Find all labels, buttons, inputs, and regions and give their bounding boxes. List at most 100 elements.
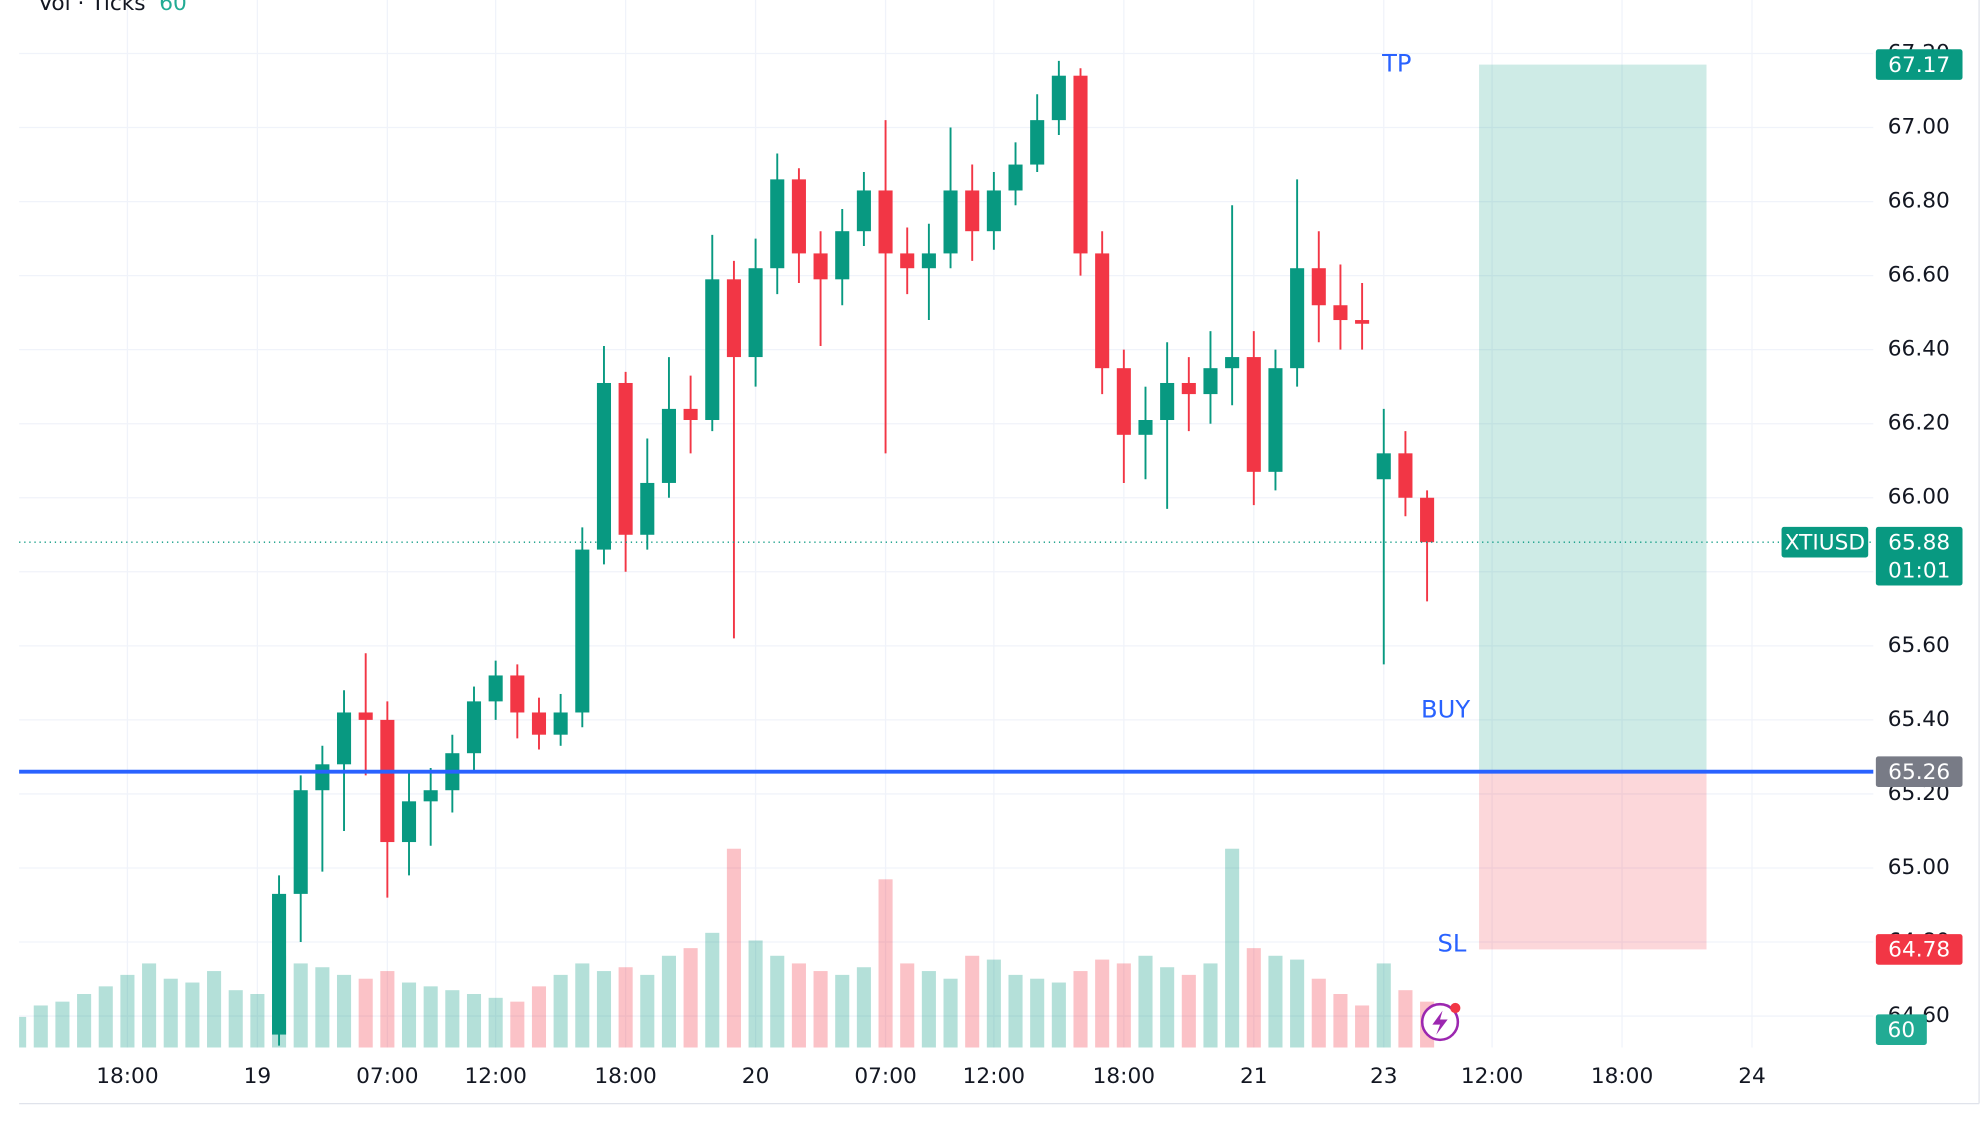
candle-body	[1160, 382, 1175, 421]
y-tick-label: 66.20	[1888, 411, 1950, 436]
volume-bar	[250, 994, 265, 1048]
candle-body	[1290, 268, 1305, 369]
volume-bar	[293, 963, 308, 1048]
y-tick-label: 66.40	[1888, 337, 1950, 362]
volume-bar	[705, 932, 720, 1048]
candle-body	[878, 190, 893, 254]
last-price-tag-box	[1875, 526, 1963, 586]
volume-bar	[1203, 963, 1218, 1048]
volume-bar	[813, 971, 828, 1048]
candle-body	[1138, 420, 1153, 435]
volume-bar	[1181, 974, 1196, 1048]
volume-bar	[163, 978, 178, 1048]
volume-bar	[1116, 963, 1131, 1048]
volume-bar	[921, 971, 936, 1048]
candle-body	[1008, 164, 1023, 191]
x-tick-label: 18:00	[1591, 1064, 1653, 1089]
candle-body	[726, 279, 741, 358]
volume-bar	[228, 990, 243, 1048]
volume-bar	[1333, 994, 1348, 1048]
candle-body	[293, 790, 308, 894]
sl-price-tag-box	[1875, 934, 1963, 965]
entry-price-tag: 65.26	[1888, 760, 1950, 785]
volume-bar	[466, 994, 482, 1048]
candle-body	[921, 253, 936, 269]
x-tick-label: 07:00	[854, 1064, 916, 1089]
candle-body	[380, 719, 395, 843]
indicator-name: Vol · Ticks	[38, 0, 145, 16]
sl-price-tag: 64.78	[1888, 938, 1950, 963]
y-tick-label: 66.80	[1888, 189, 1950, 214]
volume-bar	[401, 982, 417, 1048]
x-tick-label: 20	[742, 1064, 770, 1089]
alert-icon	[1420, 1002, 1461, 1042]
volume-bar	[77, 994, 92, 1048]
candle-body	[1203, 368, 1218, 395]
volume-bar	[1160, 967, 1175, 1048]
volume-bar	[98, 986, 113, 1048]
volume-bar	[423, 986, 438, 1048]
sl-label: SL	[1437, 929, 1466, 957]
x-tick-label: 07:00	[356, 1064, 418, 1089]
volume-bar	[1246, 948, 1261, 1048]
candle-body	[1051, 75, 1066, 121]
candle-body	[1311, 268, 1326, 306]
plot-area	[19, 60, 1435, 1048]
candle-body	[423, 790, 438, 802]
volume-bar	[1268, 955, 1283, 1048]
volume-bar	[1030, 978, 1045, 1048]
candle-body	[596, 382, 612, 550]
axes: 64.6064.8065.0065.2065.4065.6065.8066.00…	[96, 40, 1963, 1089]
volume-bar	[575, 963, 590, 1048]
volume-bar	[1225, 848, 1240, 1048]
candle-body	[272, 893, 287, 1035]
volume-bar	[596, 971, 612, 1048]
volume-bar	[120, 974, 135, 1048]
candle-body	[488, 675, 503, 702]
volume-bar	[770, 955, 785, 1048]
x-tick-label: 23	[1370, 1064, 1398, 1089]
candle-body	[336, 712, 352, 765]
candle-body	[1181, 382, 1196, 395]
loss-zone	[1479, 771, 1707, 950]
volume-bar	[791, 963, 806, 1048]
volume-bar	[336, 974, 352, 1048]
volume-bar	[640, 974, 655, 1048]
volume-bar	[878, 879, 893, 1048]
volume-bar	[986, 959, 1001, 1048]
candle-body	[401, 801, 417, 843]
volume-bar	[445, 990, 460, 1048]
volume-bar	[943, 978, 958, 1048]
volume-bar	[33, 1005, 48, 1048]
x-tick-label: 18:00	[594, 1064, 656, 1089]
volume-bar	[142, 963, 157, 1048]
volume-bar	[661, 955, 676, 1048]
symbol-tag: XTIUSD	[1785, 530, 1865, 555]
candle-body	[1116, 368, 1131, 435]
candle-body	[943, 190, 958, 254]
grid	[19, 0, 1874, 1048]
candle-body	[1073, 75, 1088, 254]
overlay: TP BUY SL	[19, 50, 1874, 957]
candle-body	[1225, 357, 1240, 369]
candle-body	[1030, 120, 1045, 165]
volume-tag-box	[1875, 1014, 1927, 1045]
symbol-tag-box	[1781, 526, 1869, 558]
volume-bar	[55, 1001, 70, 1048]
candle-body	[531, 712, 547, 735]
y-tick-label: 65.00	[1888, 855, 1950, 880]
volume-bar	[1398, 990, 1413, 1048]
y-tick-label: 66.60	[1888, 263, 1950, 288]
volume-bar	[748, 940, 763, 1048]
candle-body	[315, 764, 330, 791]
x-tick-label: 24	[1738, 1064, 1766, 1089]
entry-price-tag-box	[1875, 756, 1963, 788]
position-label: BUY	[1421, 696, 1470, 724]
volume-bar	[1138, 955, 1153, 1048]
volume-bar	[315, 967, 330, 1048]
volume-bar	[488, 997, 503, 1048]
volume-bar	[19, 1016, 27, 1048]
x-tick-label: 18:00	[96, 1064, 158, 1089]
volume-bar	[358, 978, 373, 1048]
volume-bar	[1376, 963, 1391, 1048]
